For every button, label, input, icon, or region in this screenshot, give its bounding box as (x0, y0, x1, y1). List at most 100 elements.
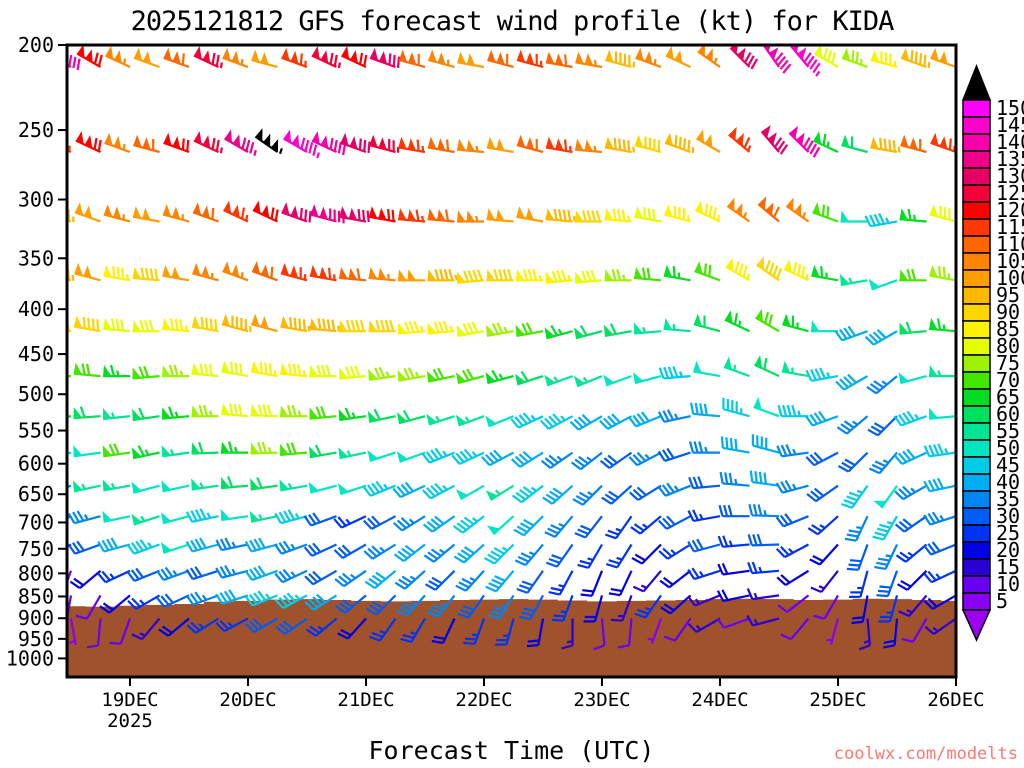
wind-barb (456, 368, 485, 385)
wind-barb (340, 132, 371, 154)
wind-barb (309, 406, 337, 420)
wind-barb (250, 360, 278, 378)
wind-barb (657, 409, 691, 423)
wind-barb (835, 373, 869, 391)
colorbar-label: 90 (996, 300, 1020, 324)
colorbar-label: 55 (996, 419, 1020, 443)
wind-barb (826, 618, 840, 645)
colorbar-label: 10 (996, 572, 1020, 596)
wind-barb (867, 415, 898, 437)
wind-barb (161, 445, 190, 458)
wind-barb (398, 320, 426, 335)
wind-barb (337, 617, 367, 640)
wind-barb (67, 209, 75, 223)
wind-barb (849, 570, 869, 598)
wind-barb (163, 132, 190, 154)
wind-barb (422, 482, 456, 500)
wind-barb (431, 618, 456, 644)
wind-barb (694, 261, 721, 282)
wind-barb (900, 134, 927, 154)
wind-barb (870, 49, 898, 69)
wind-barb (840, 274, 868, 287)
wind-barb (658, 515, 692, 530)
wind-barb (811, 264, 839, 282)
wind-barb (163, 47, 190, 69)
wind-barb (657, 482, 691, 497)
wind-barb (309, 364, 337, 378)
x-axis-tick-label: 26DEC (927, 689, 984, 711)
wind-barb (75, 594, 102, 620)
wind-barb (455, 570, 485, 592)
wind-barb (160, 542, 190, 554)
colorbar-cell (962, 354, 991, 373)
wind-barb (893, 410, 927, 427)
wind-barb (215, 589, 249, 605)
wind-barb (695, 200, 721, 223)
wind-barb (131, 445, 160, 460)
wind-barb (632, 570, 662, 593)
wind-barb (363, 543, 397, 560)
wind-barb (126, 539, 160, 555)
wind-barb (457, 269, 485, 284)
wind-barb (162, 364, 189, 378)
wind-barb (864, 329, 898, 346)
wind-barb (76, 45, 103, 68)
wind-barb (280, 315, 311, 333)
wind-barb (846, 544, 869, 571)
wind-barb (724, 310, 750, 333)
wind-barb (132, 206, 160, 223)
wind-barb (777, 594, 810, 613)
wind-barb (191, 478, 219, 491)
wind-barb (807, 515, 839, 536)
wind-barb (878, 595, 899, 623)
wind-barb (603, 374, 632, 387)
wind-barb (215, 617, 249, 633)
colorbar-label: 60 (996, 402, 1020, 426)
wind-barb (304, 593, 338, 611)
wind-barb (251, 261, 278, 282)
wind-barb (716, 589, 750, 603)
wind-barb (697, 45, 721, 68)
wind-barb (864, 213, 898, 228)
wind-barb (687, 594, 721, 607)
wind-barb (274, 540, 308, 555)
wind-barb (254, 128, 283, 155)
wind-barb (809, 543, 839, 566)
wind-barb (133, 47, 160, 69)
wind-barb (127, 594, 161, 610)
wind-barb (805, 451, 839, 467)
wind-barb (516, 269, 543, 282)
wind-barb (251, 49, 278, 69)
wind-barb (457, 594, 485, 619)
colorbar-cell (962, 252, 991, 271)
wind-barb (427, 320, 455, 335)
wind-barb (394, 569, 426, 590)
wind-barb (67, 53, 81, 71)
wind-barb (310, 204, 345, 224)
wind-barb (663, 264, 691, 282)
wind-barb-row (67, 125, 957, 159)
watermark-link[interactable]: coolwx.com/modelts (833, 744, 1018, 764)
colorbar-cell (962, 507, 991, 526)
wind-barb (341, 46, 368, 68)
wind-barb (511, 484, 544, 504)
wind-barb (604, 269, 632, 282)
colorbar-cell (962, 337, 991, 356)
wind-barb (658, 543, 692, 560)
colorbar-label: 65 (996, 385, 1020, 409)
colorbar-label: 85 (996, 317, 1020, 341)
wind-barb (510, 450, 544, 468)
wind-barb (193, 131, 223, 154)
colorbar-cell (962, 558, 991, 577)
x-axis-tick-label: 24DEC (691, 689, 748, 711)
wind-barb (572, 484, 603, 506)
wind-barb (424, 570, 456, 591)
wind-barb (485, 415, 514, 428)
y-axis-tick-label: 250 (18, 118, 54, 142)
wind-barb (280, 404, 307, 418)
wind-barb (193, 46, 223, 69)
wind-barb (337, 483, 367, 496)
y-axis-tick-label: 800 (18, 561, 54, 585)
wind-barb (924, 617, 957, 635)
